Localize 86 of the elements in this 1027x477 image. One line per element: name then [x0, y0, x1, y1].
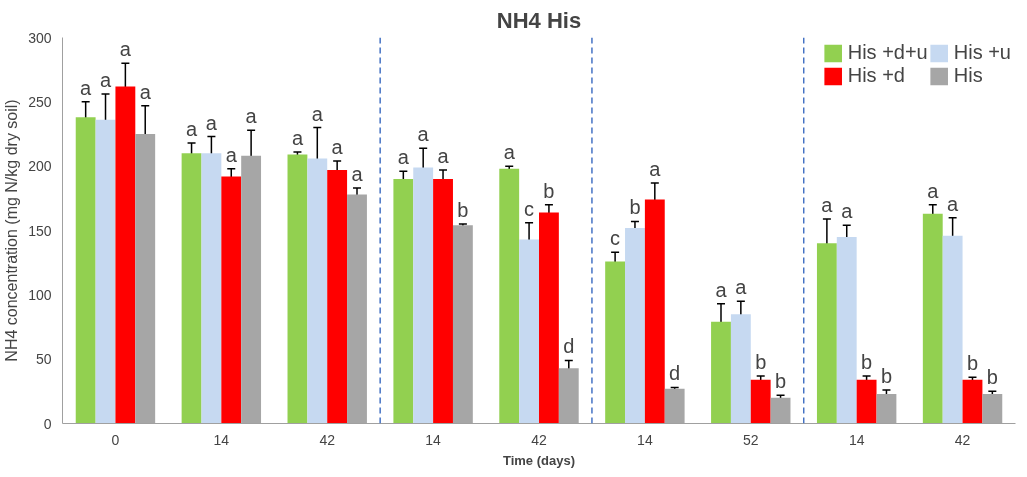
data-label: a: [503, 141, 516, 164]
x-tick-label: 52: [742, 431, 759, 448]
bar: [221, 176, 242, 424]
bar: [605, 261, 626, 424]
data-label: a: [331, 136, 344, 159]
x-tick-label: 14: [637, 431, 653, 448]
bar: [625, 227, 645, 424]
data-label: a: [139, 80, 152, 103]
bar: [519, 239, 539, 424]
bar: [327, 170, 348, 424]
data-label: a: [99, 69, 112, 92]
data-label: b: [966, 352, 979, 375]
legend-label: His +u: [953, 41, 1011, 64]
data-label: c: [524, 197, 535, 220]
data-label: b: [775, 370, 787, 393]
x-tick-label: 14: [848, 431, 865, 448]
data-label: a: [185, 118, 198, 141]
bar: [730, 314, 751, 424]
x-tick-label: 42: [531, 431, 547, 448]
data-label: a: [225, 143, 238, 166]
x-tick-label: 14: [213, 431, 230, 448]
data-label: b: [543, 179, 555, 202]
bar: [750, 379, 771, 424]
x-tick-label: 0: [111, 431, 120, 448]
data-label: c: [610, 227, 621, 250]
data-label: b: [986, 366, 998, 389]
y-tick-label: 250: [28, 93, 52, 110]
y-tick-label: 150: [28, 222, 52, 239]
y-tick-label: 100: [28, 286, 52, 303]
data-label: b: [755, 350, 767, 373]
data-label: a: [119, 38, 132, 61]
data-label: a: [437, 145, 450, 168]
y-tick-label: 200: [28, 158, 52, 175]
data-label: a: [311, 102, 324, 125]
data-label: b: [457, 199, 469, 222]
x-tick-label: 42: [319, 431, 336, 448]
data-label: d: [563, 335, 575, 358]
bar: [181, 153, 202, 424]
legend-label: His: [953, 64, 983, 87]
bar: [539, 212, 559, 424]
bar: [711, 321, 731, 424]
bar: [201, 153, 222, 424]
data-label: a: [291, 127, 304, 150]
y-axis-title: NH4 concentration (mg N/kg dry soil): [3, 99, 21, 362]
bar: [95, 119, 116, 424]
bar: [962, 379, 983, 424]
data-label: a: [417, 123, 430, 146]
y-tick-label: 50: [35, 351, 52, 368]
data-label: b: [629, 196, 641, 219]
x-tick-label: 42: [954, 431, 971, 448]
data-label: a: [927, 179, 940, 202]
data-label: a: [397, 146, 410, 169]
data-label: a: [735, 276, 748, 299]
bar: [499, 168, 520, 424]
legend-label: His +d+u: [847, 41, 928, 64]
x-tick-label: 14: [425, 431, 442, 448]
data-label: a: [821, 193, 834, 216]
data-label: a: [841, 200, 854, 223]
data-label: d: [669, 362, 681, 385]
bar: [856, 379, 877, 424]
data-label: a: [715, 278, 728, 301]
bar: [942, 235, 963, 424]
chart-title: NH4 His: [496, 7, 582, 33]
bar: [836, 236, 857, 424]
bar: [413, 167, 434, 424]
data-label: a: [351, 163, 364, 186]
data-label: a: [245, 105, 258, 128]
data-label: a: [80, 76, 93, 99]
data-label: b: [861, 350, 873, 373]
bar: [115, 86, 136, 424]
bar: [644, 199, 665, 424]
y-tick-label: 0: [43, 415, 52, 432]
data-label: a: [947, 192, 960, 215]
bar: [287, 154, 308, 424]
bar: [75, 117, 96, 424]
data-label: a: [649, 157, 662, 180]
bar: [307, 158, 328, 424]
bar: [393, 179, 414, 424]
bar: [816, 243, 837, 424]
data-label: a: [205, 111, 218, 134]
legend-label: His +d: [847, 64, 905, 87]
data-label: b: [880, 365, 893, 388]
bar: [433, 179, 453, 424]
y-tick-label: 300: [28, 29, 52, 46]
bar: [922, 213, 943, 424]
x-axis-title: Time (days): [503, 452, 576, 468]
